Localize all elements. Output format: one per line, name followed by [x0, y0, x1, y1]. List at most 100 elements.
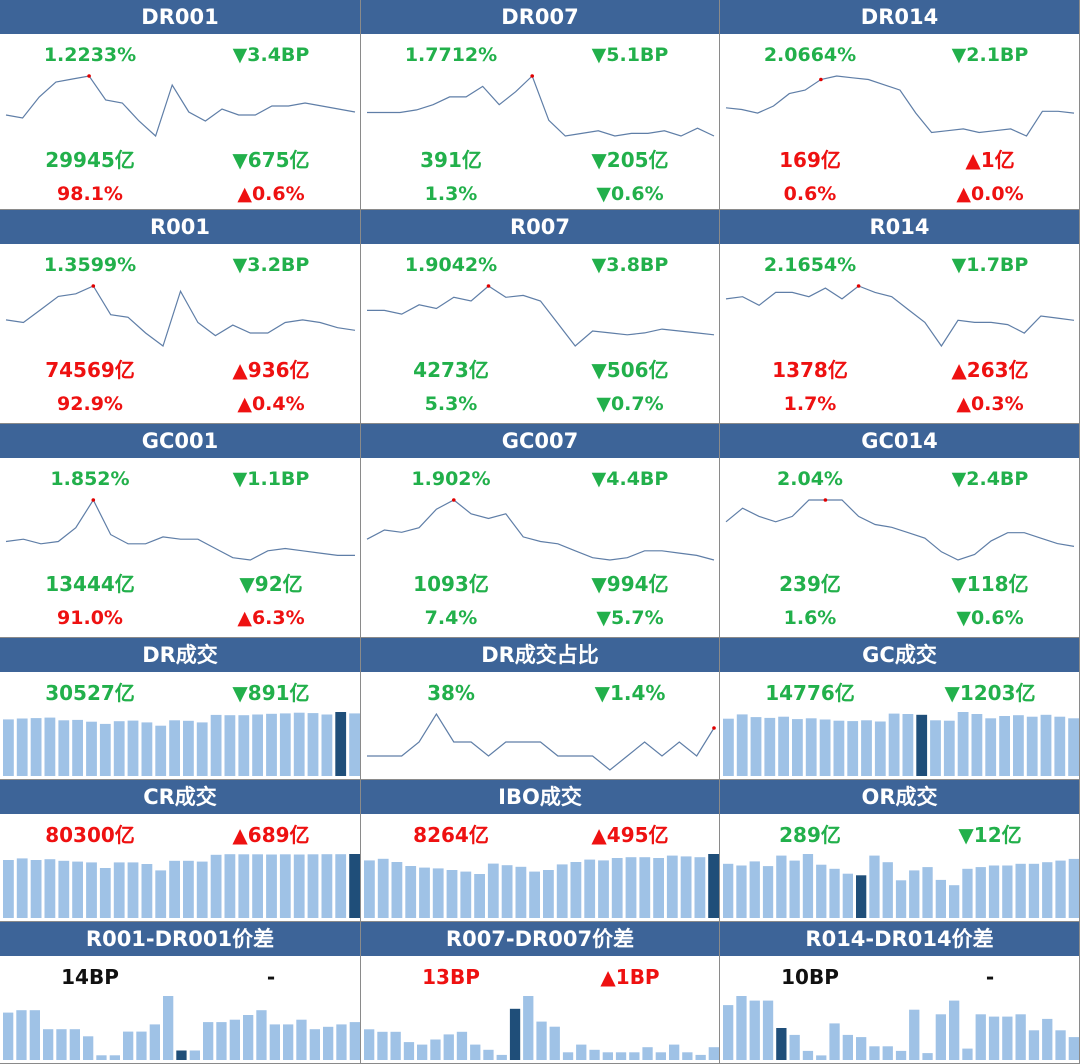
bar — [736, 714, 748, 776]
bar — [935, 879, 946, 918]
chart-or-volume — [723, 854, 1079, 918]
bar — [792, 719, 803, 776]
bar — [183, 720, 194, 776]
panel-title: GC成交 — [720, 638, 1079, 672]
bar — [985, 718, 997, 776]
panel-title: CR成交 — [0, 780, 360, 814]
bar — [293, 712, 305, 776]
bar — [136, 1031, 147, 1060]
panel-title: R014-DR014价差 — [720, 922, 1079, 956]
metric-change: ▼2.4BP — [951, 468, 1029, 490]
chart-ibo-volume — [364, 854, 719, 918]
bar — [805, 718, 817, 776]
metric-value: 2.1654% — [763, 254, 857, 276]
bar — [723, 1005, 734, 1060]
panel-title: DR成交占比 — [361, 638, 719, 672]
metric-change: ▼205亿 — [591, 148, 669, 172]
bar — [861, 720, 872, 776]
bar — [155, 870, 167, 918]
bar-latest — [916, 714, 928, 776]
bar — [83, 1036, 94, 1060]
bar — [224, 854, 236, 918]
bar — [874, 721, 886, 776]
bar-latest — [335, 712, 347, 776]
bar — [307, 854, 319, 918]
metric-value: 289亿 — [779, 823, 841, 847]
metric-change: - — [266, 965, 276, 989]
metric-change: ▼1.1BP — [232, 468, 310, 490]
bar — [642, 1047, 653, 1060]
peak-point — [856, 284, 861, 288]
bar — [930, 720, 941, 776]
bar — [589, 1049, 600, 1060]
bar — [625, 857, 637, 918]
bar — [99, 723, 111, 776]
metric-value: 14776亿 — [765, 681, 855, 705]
bar — [3, 860, 14, 918]
metric-value: 10BP — [781, 965, 839, 989]
metric-change: ▼0.6% — [956, 607, 1024, 629]
metric-change: ▲0.4% — [237, 393, 305, 415]
metric-value: 8264亿 — [413, 823, 489, 847]
bar — [736, 865, 747, 918]
metric-value: 1.9042% — [404, 254, 498, 276]
bar — [536, 1021, 547, 1060]
bar — [30, 718, 42, 776]
bar-latest — [349, 854, 360, 918]
series-line — [366, 499, 715, 561]
bar — [252, 714, 263, 776]
bar — [377, 1031, 388, 1060]
bar — [949, 885, 960, 918]
bar — [210, 714, 222, 776]
bar — [391, 862, 403, 918]
panel-r007: R007 1.9042% ▼3.8BP 4273亿 ▼506亿 5.3% ▼0.7% — [361, 210, 720, 424]
metric-value: 98.1% — [57, 183, 123, 205]
series-line — [367, 74, 715, 137]
bar — [1054, 716, 1066, 776]
panel-or-volume: OR成交 289亿 ▼12亿 — [720, 780, 1080, 922]
bar — [141, 722, 153, 776]
panel-dr-volume: DR成交 30527亿 ▼891亿 — [0, 638, 361, 780]
metric-change: ▼0.7% — [596, 393, 664, 415]
bar — [216, 1022, 227, 1060]
metric-change: ▼994亿 — [591, 572, 669, 596]
bar — [549, 1026, 560, 1060]
series-line — [725, 75, 1075, 137]
bar — [229, 1019, 240, 1060]
bar — [584, 859, 596, 918]
metric-change: ▲689亿 — [232, 823, 310, 847]
bar — [764, 717, 776, 776]
metric-value: 1.2233% — [43, 44, 137, 66]
metric-change: ▲6.3% — [237, 607, 305, 629]
bar — [909, 870, 920, 918]
bar — [256, 1010, 267, 1060]
peak-point — [819, 77, 823, 82]
bar — [669, 1044, 680, 1060]
bar — [1002, 1016, 1013, 1060]
panel-dr-share: DR成交占比 38% ▼1.4% — [361, 638, 720, 780]
metric-change: ▼506亿 — [591, 358, 669, 382]
bar — [957, 712, 969, 776]
bar — [72, 719, 83, 776]
bar — [321, 714, 333, 776]
metric-value: 2.04% — [777, 468, 843, 490]
bar — [141, 864, 153, 918]
bar — [155, 725, 167, 776]
bar — [629, 1052, 640, 1060]
panel-title: R007-DR007价差 — [361, 922, 719, 956]
metric-change: ▲263亿 — [951, 358, 1029, 382]
bar — [856, 1037, 867, 1060]
chart-r014-dr014-spread — [723, 996, 1079, 1060]
metric-value: 1.6% — [783, 607, 837, 629]
peak-point — [87, 74, 91, 78]
metric-value: 80300亿 — [45, 823, 135, 847]
bar — [3, 719, 14, 776]
metric-value: 4273亿 — [413, 358, 489, 382]
metric-change: ▲0.0% — [956, 183, 1024, 205]
bar — [888, 713, 900, 776]
metric-value: 38% — [427, 681, 475, 705]
bar — [56, 1029, 67, 1060]
metric-change: ▲495亿 — [591, 823, 669, 847]
bar — [163, 996, 174, 1060]
